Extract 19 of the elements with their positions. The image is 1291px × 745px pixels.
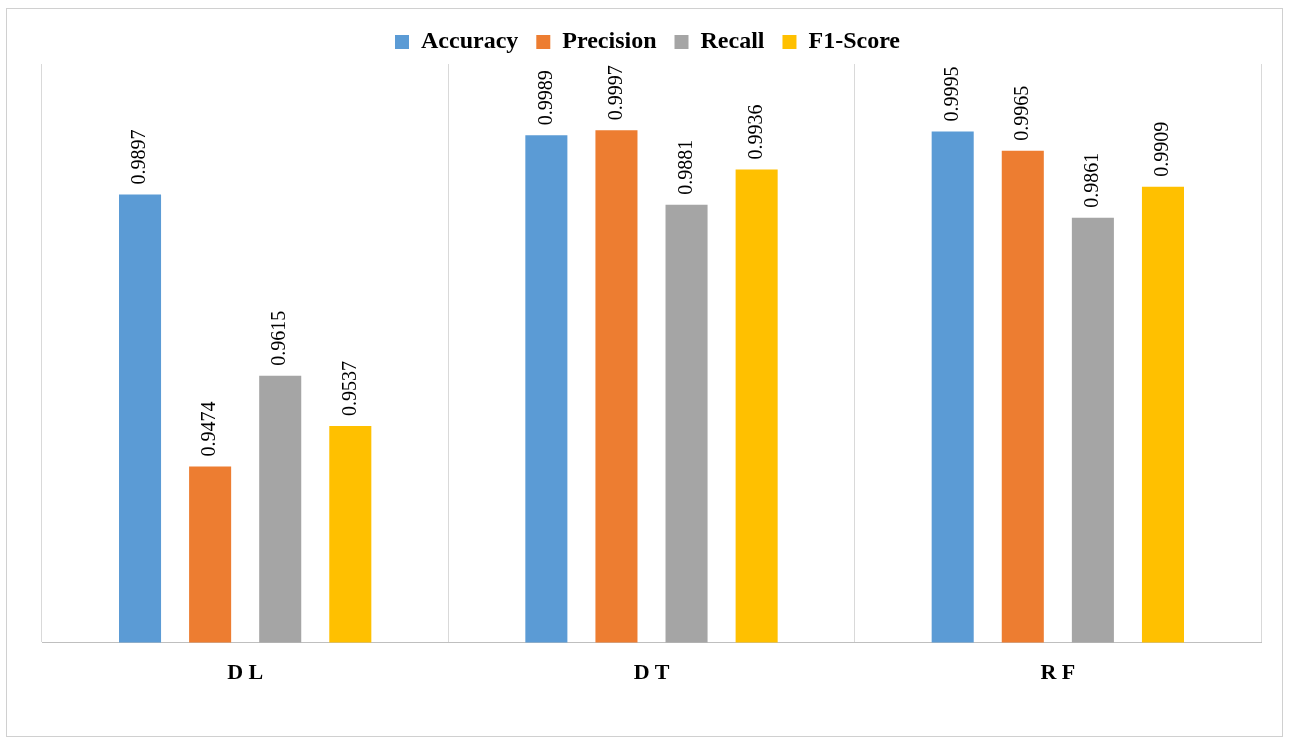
- data-label: 0.9537: [337, 360, 360, 416]
- data-label: 0.9995: [939, 66, 962, 122]
- data-label: 0.9897: [127, 129, 150, 185]
- data-label: 0.9881: [673, 139, 696, 195]
- data-label: 0.9909: [1150, 121, 1173, 177]
- legend-label: F1-Score: [808, 27, 901, 54]
- x-tick-label: D T: [633, 659, 670, 685]
- data-label: 0.9861: [1080, 152, 1103, 208]
- x-tick-label: D L: [227, 659, 264, 685]
- x-tick-label: R F: [1040, 659, 1076, 685]
- data-label: 0.9615: [267, 310, 290, 366]
- legend-label: Accuracy: [421, 27, 519, 54]
- data-label: 0.9989: [533, 70, 556, 126]
- legend-label: Recall: [700, 27, 765, 54]
- legend-label: Precision: [562, 27, 657, 54]
- data-label: 0.9936: [743, 104, 766, 160]
- data-label: 0.9965: [1010, 85, 1033, 141]
- data-label: 0.9474: [197, 401, 220, 457]
- data-label: 0.9997: [603, 65, 626, 121]
